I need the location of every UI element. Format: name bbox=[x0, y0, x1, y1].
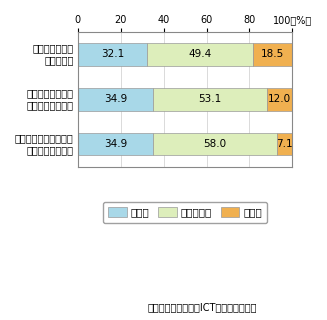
Text: 49.4: 49.4 bbox=[188, 49, 211, 60]
Legend: 増えた, 変わらない, 減った: 増えた, 変わらない, 減った bbox=[103, 202, 267, 223]
Text: 32.1: 32.1 bbox=[101, 49, 124, 60]
Bar bbox=[277, 133, 292, 156]
Text: 34.9: 34.9 bbox=[104, 139, 127, 149]
Bar bbox=[78, 88, 153, 110]
Text: 53.1: 53.1 bbox=[198, 94, 221, 104]
Bar bbox=[78, 133, 153, 156]
Text: 58.0: 58.0 bbox=[203, 139, 227, 149]
Bar bbox=[267, 88, 292, 110]
Text: 12.0: 12.0 bbox=[268, 94, 291, 104]
Text: （出典）「勤労者のICT利用状況調査」: （出典）「勤労者のICT利用状況調査」 bbox=[148, 302, 257, 312]
Bar bbox=[253, 43, 292, 66]
Bar bbox=[153, 133, 277, 156]
Text: 18.5: 18.5 bbox=[261, 49, 284, 60]
Bar bbox=[78, 43, 147, 66]
Text: 34.9: 34.9 bbox=[104, 94, 127, 104]
Bar bbox=[147, 43, 253, 66]
Bar bbox=[153, 88, 267, 110]
Text: 7.1: 7.1 bbox=[276, 139, 293, 149]
